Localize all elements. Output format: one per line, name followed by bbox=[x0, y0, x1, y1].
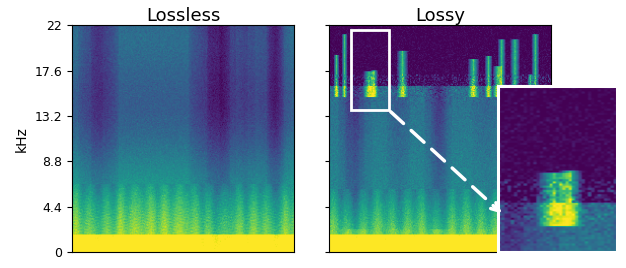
Title: Lossless: Lossless bbox=[146, 7, 220, 25]
Y-axis label: kHz: kHz bbox=[15, 126, 29, 152]
Bar bbox=[351, 29, 389, 110]
Title: Lossy: Lossy bbox=[415, 7, 464, 25]
